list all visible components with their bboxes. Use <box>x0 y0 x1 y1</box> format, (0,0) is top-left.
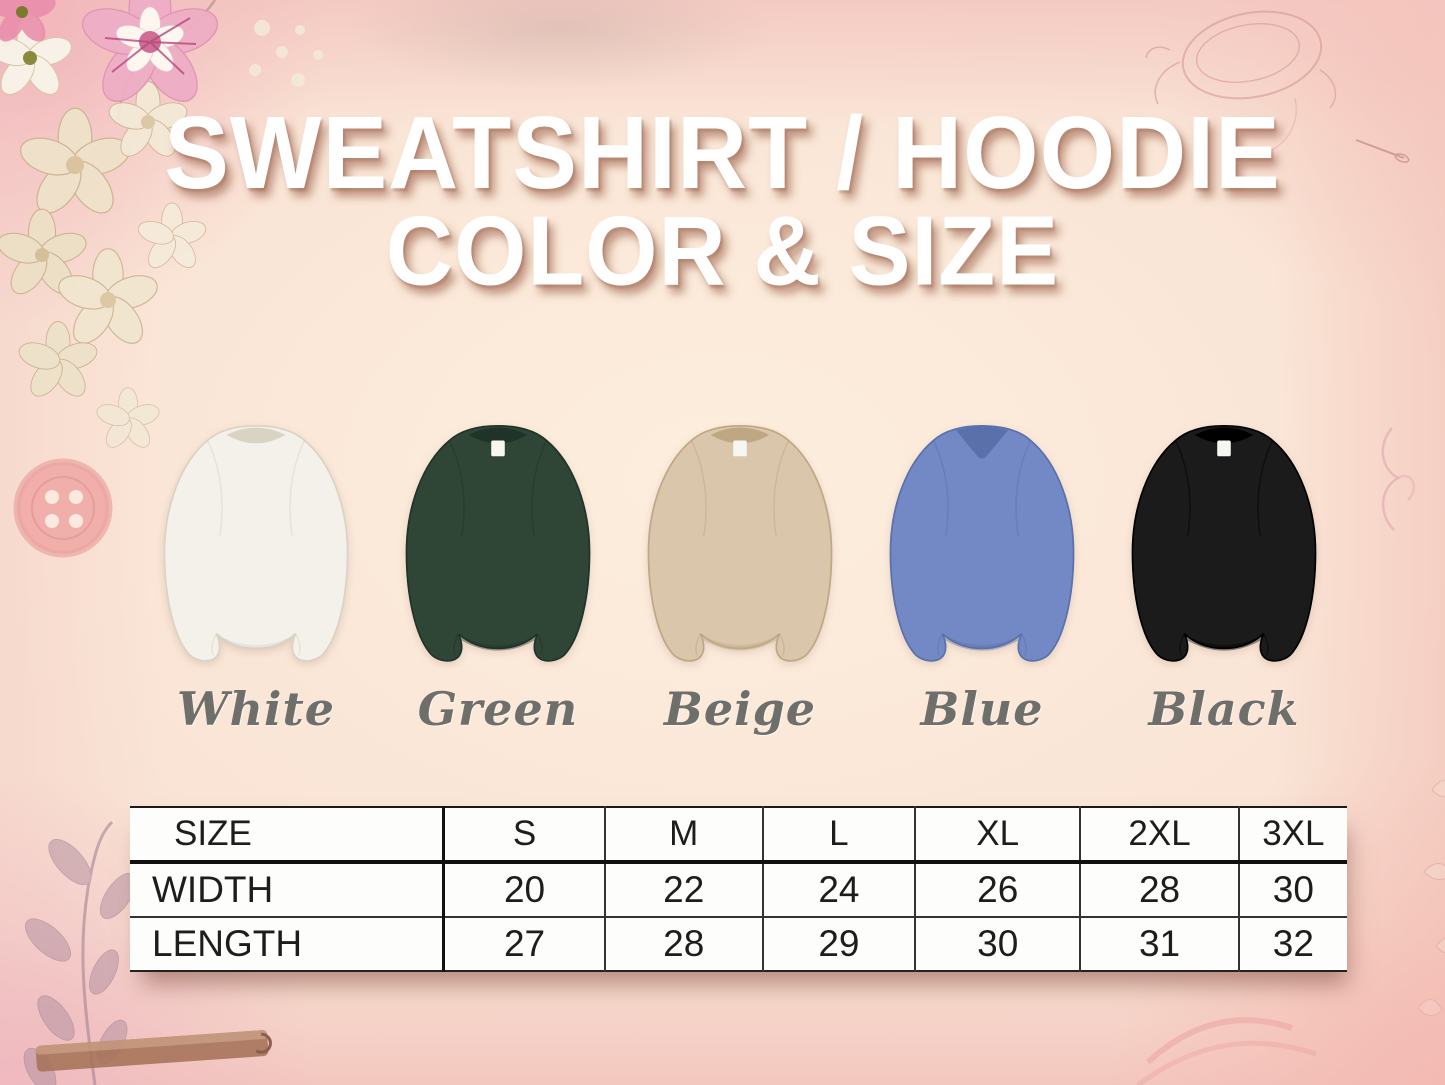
color-name-label: White <box>176 682 336 736</box>
size-table-row-label: LENGTH <box>152 923 303 964</box>
size-table-body: WIDTH 20 22 24 26 28 30 LENGTH 27 28 29 30 31 32 <box>130 862 1347 971</box>
color-option-black: Black <box>1108 412 1340 736</box>
color-name-label: Blue <box>920 682 1044 736</box>
button-icon <box>13 458 113 558</box>
neck-tag <box>733 440 747 457</box>
sweatshirt-photo <box>1131 424 1317 662</box>
size-chart: SIZE S M L XL 2XL 3XL WIDTH 20 22 24 26 28 30 LENGTH 2… <box>130 806 1347 972</box>
size-table-col-header-2xl: 2XL <box>1079 807 1239 862</box>
size-table-cell: 22 <box>603 862 763 917</box>
sweatshirt-photo <box>163 424 349 662</box>
title-line-2: COLOR & SIZE <box>385 195 1060 306</box>
sweatshirt-photo <box>405 424 591 662</box>
size-table-cell: 32 <box>1237 917 1347 971</box>
size-table-cell: 28 <box>1079 862 1239 917</box>
sweatshirt-photo <box>647 424 833 662</box>
sweatshirt-photo <box>889 424 1075 662</box>
size-table-col-header-3xl: 3XL <box>1237 807 1347 862</box>
size-table-corner-header: SIZE <box>174 814 252 853</box>
size-table-cell: 31 <box>1079 917 1239 971</box>
size-table-col-header-m: M <box>603 807 763 862</box>
size-table-cell: 28 <box>603 917 763 971</box>
color-options-row: White Green Beige <box>140 412 1340 736</box>
size-table: SIZE S M L XL 2XL 3XL WIDTH 20 22 24 26 28 30 LENGTH 2… <box>130 806 1347 972</box>
size-table-cell: 27 <box>442 917 605 971</box>
size-table-cell: 30 <box>1237 862 1347 917</box>
size-table-col-header-xl: XL <box>913 807 1081 862</box>
size-table-row-label: WIDTH <box>152 869 274 910</box>
color-option-blue: Blue <box>866 412 1098 736</box>
color-name-label: Green <box>417 682 579 736</box>
title-line-1: SWEATSHIRT / HOODIE <box>164 94 1281 211</box>
neck-tag <box>491 440 505 457</box>
size-table-col-header-s: S <box>442 807 605 862</box>
size-table-cell: 30 <box>913 917 1081 971</box>
size-table-cell: 24 <box>761 862 915 917</box>
size-table-row-length: LENGTH 27 28 29 30 31 32 <box>130 917 1347 971</box>
neck-tag <box>1217 440 1231 457</box>
size-table-row-width: WIDTH 20 22 24 26 28 30 <box>130 862 1347 917</box>
flower-sketch-icon <box>1381 427 1416 531</box>
size-table-cell: 20 <box>442 862 605 917</box>
color-name-label: Black <box>1148 682 1300 736</box>
size-table-header-row: SIZE S M L XL 2XL 3XL <box>130 807 1347 862</box>
wooden-ruler-icon <box>35 1030 272 1072</box>
size-table-cell: 29 <box>761 917 915 971</box>
color-name-label: Beige <box>663 682 817 736</box>
size-table-col-header-l: L <box>761 807 915 862</box>
leaf-branch-icon <box>23 820 137 1085</box>
color-option-white: White <box>140 412 372 736</box>
color-option-green: Green <box>382 412 614 736</box>
size-table-cell: 26 <box>913 862 1081 917</box>
page-title: SWEATSHIRT / HOODIE COLOR & SIZE <box>0 94 1445 306</box>
thread-arc-icon <box>1136 1017 1317 1085</box>
petal-sketch-icon <box>1417 779 1445 1016</box>
color-option-beige: Beige <box>624 412 856 736</box>
